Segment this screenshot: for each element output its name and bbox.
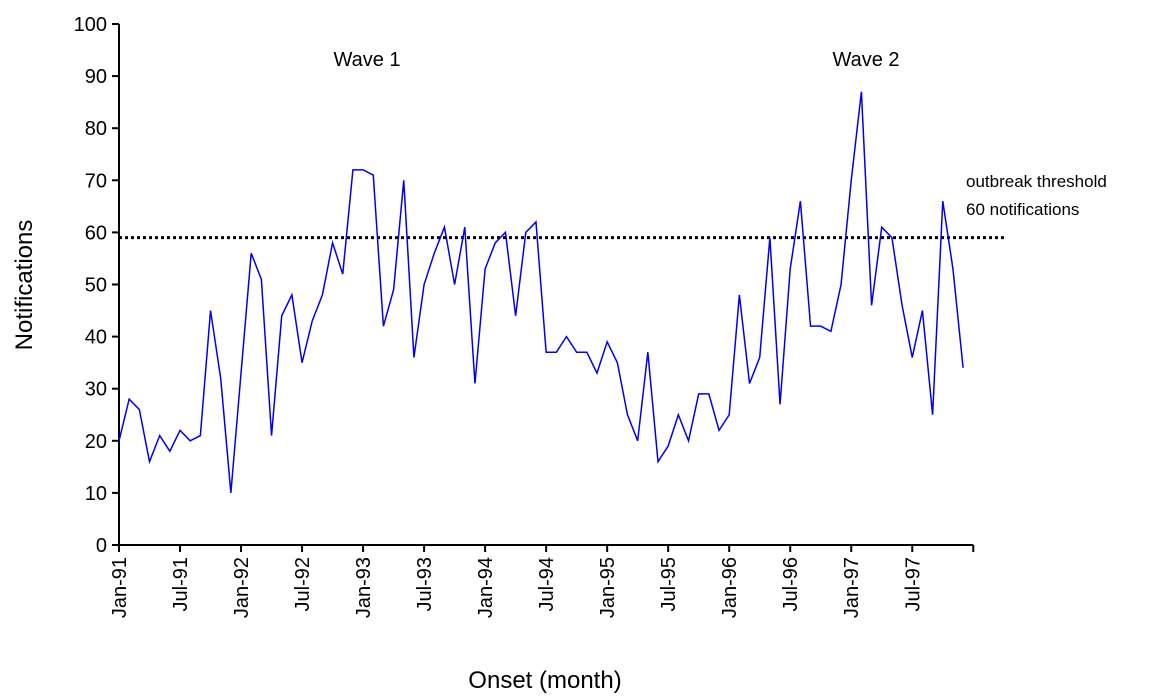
x-tick-label: Jan-95 (597, 557, 619, 618)
x-tick-label: Jul-97 (902, 557, 924, 611)
annotation: Wave 1 (333, 49, 400, 71)
x-tick-label: Jan-97 (841, 557, 863, 618)
y-tick-label: 30 (85, 379, 107, 401)
x-tick-label: Jul-95 (658, 557, 680, 611)
y-tick-label: 80 (85, 118, 107, 140)
x-tick-label: Jul-92 (292, 557, 314, 611)
y-tick-label: 100 (74, 14, 107, 36)
y-tick-label: 70 (85, 170, 107, 192)
x-tick-label: Jul-94 (536, 557, 558, 611)
y-tick-label: 0 (96, 535, 107, 557)
x-axis-title: Onset (month) (468, 667, 621, 694)
y-tick-label: 90 (85, 66, 107, 88)
x-tick-label: Jan-92 (231, 557, 253, 618)
x-tick-label: Jan-91 (109, 557, 131, 618)
x-tick-label: Jan-94 (475, 557, 497, 618)
y-tick-label: 60 (85, 222, 107, 244)
x-tick-label: Jan-93 (353, 557, 375, 618)
data-line (118, 91, 964, 493)
x-tick-label: Jul-93 (414, 557, 436, 611)
annotation: outbreak threshold (966, 172, 1107, 191)
y-tick-label: 50 (85, 275, 107, 297)
x-tick-label: Jul-91 (170, 557, 192, 611)
annotation: 60 notifications (966, 200, 1079, 219)
y-axis-title: Notifications (11, 220, 38, 351)
x-tick-label: Jul-96 (780, 557, 802, 611)
y-tick-label: 20 (85, 431, 107, 453)
x-tick-label: Jan-96 (719, 557, 741, 618)
y-tick-label: 10 (85, 483, 107, 505)
y-tick-label: 40 (85, 327, 107, 349)
annotation: Wave 2 (832, 49, 899, 71)
